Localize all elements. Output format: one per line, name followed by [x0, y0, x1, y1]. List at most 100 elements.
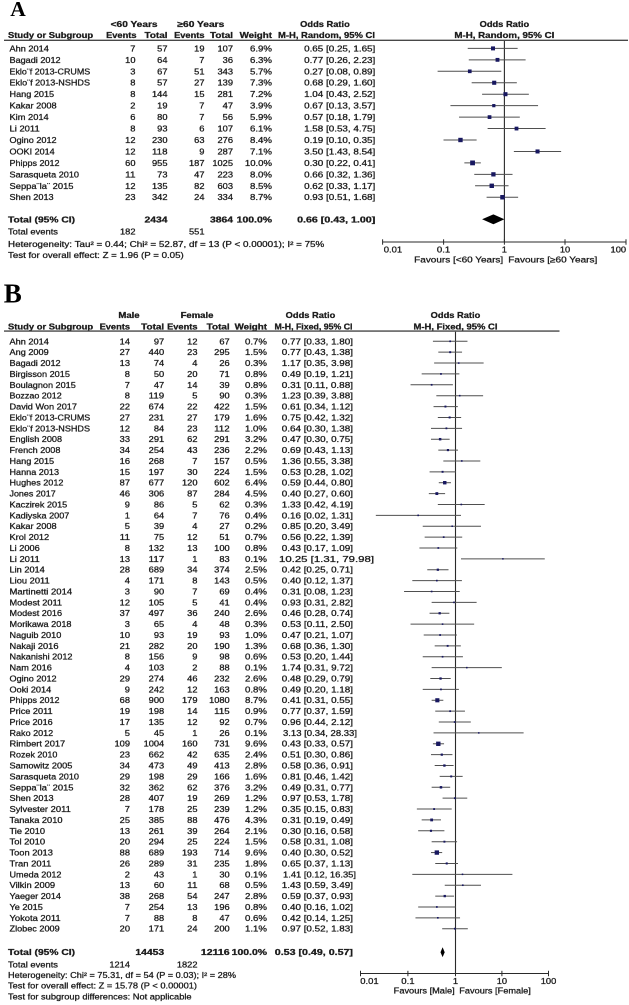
- svg-text:0.68 [0.36, 1.30]: 0.68 [0.36, 1.30]: [282, 642, 353, 651]
- svg-text:385: 385: [149, 816, 165, 825]
- svg-text:0.01: 0.01: [360, 977, 379, 986]
- svg-text:0.4%: 0.4%: [245, 511, 267, 520]
- svg-text:0.7%: 0.7%: [245, 337, 267, 346]
- svg-text:Odds Ratio: Odds Ratio: [431, 311, 481, 320]
- svg-text:17: 17: [120, 718, 131, 727]
- svg-text:0.61 [0.34, 1.12]: 0.61 [0.34, 1.12]: [282, 403, 353, 412]
- svg-text:0.40 [0.16, 1.02]: 0.40 [0.16, 1.02]: [282, 903, 353, 912]
- svg-text:92: 92: [219, 718, 230, 727]
- svg-text:2.8%: 2.8%: [245, 892, 267, 901]
- svg-text:39: 39: [154, 522, 165, 531]
- svg-text:224: 224: [214, 838, 230, 847]
- svg-text:156: 156: [149, 653, 165, 662]
- svg-text:254: 254: [149, 446, 165, 455]
- svg-text:87: 87: [187, 490, 198, 499]
- svg-text:343: 343: [218, 67, 234, 76]
- svg-text:B: B: [4, 279, 22, 309]
- svg-text:7.3%: 7.3%: [250, 79, 272, 88]
- svg-text:Li 2011: Li 2011: [10, 555, 41, 564]
- svg-text:34: 34: [120, 446, 131, 455]
- svg-text:0.65 [0.37, 1.13]: 0.65 [0.37, 1.13]: [282, 859, 353, 868]
- svg-text:Modest 2011: Modest 2011: [10, 598, 63, 607]
- svg-text:≥60 Years: ≥60 Years: [177, 20, 225, 29]
- svg-text:6.4%: 6.4%: [245, 479, 267, 488]
- svg-text:Events: Events: [106, 31, 137, 40]
- svg-text:157: 157: [214, 457, 230, 466]
- svg-text:19: 19: [194, 44, 205, 53]
- svg-text:284: 284: [214, 490, 230, 499]
- svg-text:281: 281: [218, 90, 234, 99]
- svg-text:15: 15: [120, 468, 131, 477]
- svg-text:Kakar 2008: Kakar 2008: [10, 522, 58, 531]
- svg-text:27: 27: [120, 413, 131, 422]
- svg-text:10: 10: [125, 56, 136, 65]
- svg-text:0.67 [0.13, 3.57]: 0.67 [0.13, 3.57]: [304, 102, 375, 111]
- svg-text:24: 24: [187, 925, 198, 934]
- svg-text:268: 268: [149, 892, 165, 901]
- svg-text:294: 294: [149, 838, 165, 847]
- svg-text:12: 12: [120, 598, 131, 607]
- svg-text:Phipps 2012: Phipps 2012: [10, 696, 61, 705]
- svg-text:Events: Events: [174, 31, 205, 40]
- svg-text:Sylvester 2011: Sylvester 2011: [10, 805, 72, 814]
- svg-text:8: 8: [125, 544, 131, 553]
- svg-text:23: 23: [187, 424, 198, 433]
- svg-text:Morikawa 2018: Morikawa 2018: [10, 620, 73, 629]
- svg-text:2.5%: 2.5%: [245, 566, 267, 575]
- svg-text:68: 68: [120, 696, 131, 705]
- svg-text:20: 20: [120, 838, 131, 847]
- svg-text:47: 47: [219, 914, 230, 923]
- svg-text:0.42 [0.25, 0.71]: 0.42 [0.25, 0.71]: [282, 566, 353, 575]
- svg-text:5: 5: [192, 598, 198, 607]
- svg-text:Study or Subgroup: Study or Subgroup: [8, 322, 93, 331]
- svg-text:7: 7: [192, 457, 198, 466]
- svg-text:6.1%: 6.1%: [250, 125, 272, 134]
- svg-text:1.04 [0.43, 2.52]: 1.04 [0.43, 2.52]: [304, 90, 375, 99]
- svg-text:224: 224: [214, 468, 230, 477]
- svg-text:19: 19: [157, 102, 168, 111]
- svg-text:422: 422: [214, 403, 230, 412]
- svg-text:Heterogeneity: Chi² = 75.31, d: Heterogeneity: Chi² = 75.31, df = 54 (P …: [8, 971, 236, 980]
- svg-text:163: 163: [214, 685, 230, 694]
- svg-text:0.53 [0.49, 0.57]: 0.53 [0.49, 0.57]: [275, 948, 354, 957]
- svg-text:Test for overall effect: Z = 1: Test for overall effect: Z = 15.78 (P < …: [8, 982, 197, 991]
- svg-text:2.1%: 2.1%: [245, 827, 267, 836]
- svg-text:Total events: Total events: [8, 227, 58, 236]
- svg-text:132: 132: [149, 544, 165, 553]
- svg-text:2.6%: 2.6%: [245, 674, 267, 683]
- svg-text:14: 14: [187, 381, 198, 390]
- svg-text:0.58 [0.36, 0.91]: 0.58 [0.36, 0.91]: [282, 761, 353, 770]
- svg-text:0.66 [0.43, 1.00]: 0.66 [0.43, 1.00]: [297, 215, 376, 224]
- svg-text:0.1%: 0.1%: [245, 555, 267, 564]
- svg-text:71: 71: [219, 370, 230, 379]
- svg-text:9: 9: [125, 685, 131, 694]
- svg-text:118: 118: [152, 147, 168, 156]
- svg-text:1.5%: 1.5%: [245, 838, 267, 847]
- svg-text:Eklo¨f 2013-CRUMS: Eklo¨f 2013-CRUMS: [10, 67, 91, 76]
- svg-text:0.59 [0.44, 0.80]: 0.59 [0.44, 0.80]: [282, 479, 353, 488]
- svg-text:A: A: [10, 0, 26, 21]
- svg-text:13: 13: [120, 827, 131, 836]
- svg-text:4: 4: [192, 359, 198, 368]
- svg-text:90: 90: [219, 392, 230, 401]
- svg-text:51: 51: [219, 533, 230, 542]
- svg-text:19: 19: [120, 707, 131, 716]
- svg-text:Ang 2009: Ang 2009: [10, 348, 50, 357]
- svg-text:2: 2: [130, 102, 136, 111]
- svg-text:0.58 [0.31, 1.08]: 0.58 [0.31, 1.08]: [282, 838, 353, 847]
- svg-text:0.48 [0.29, 0.79]: 0.48 [0.29, 0.79]: [282, 674, 353, 683]
- svg-text:2.8%: 2.8%: [245, 761, 267, 770]
- svg-text:9: 9: [125, 500, 131, 509]
- svg-text:107: 107: [218, 44, 234, 53]
- svg-text:196: 196: [214, 903, 230, 912]
- svg-text:0.1%: 0.1%: [245, 664, 267, 673]
- svg-text:0.56 [0.22, 1.39]: 0.56 [0.22, 1.39]: [282, 533, 353, 542]
- svg-text:1.0%: 1.0%: [245, 631, 267, 640]
- svg-text:0.47 [0.21, 1.07]: 0.47 [0.21, 1.07]: [282, 631, 353, 640]
- svg-text:27: 27: [194, 79, 205, 88]
- svg-text:107: 107: [218, 125, 234, 134]
- svg-text:19: 19: [187, 794, 198, 803]
- svg-text:0.42 [0.14, 1.25]: 0.42 [0.14, 1.25]: [282, 914, 353, 923]
- svg-text:Weight: Weight: [235, 322, 268, 331]
- svg-text:Boulagnon 2015: Boulagnon 2015: [10, 381, 77, 390]
